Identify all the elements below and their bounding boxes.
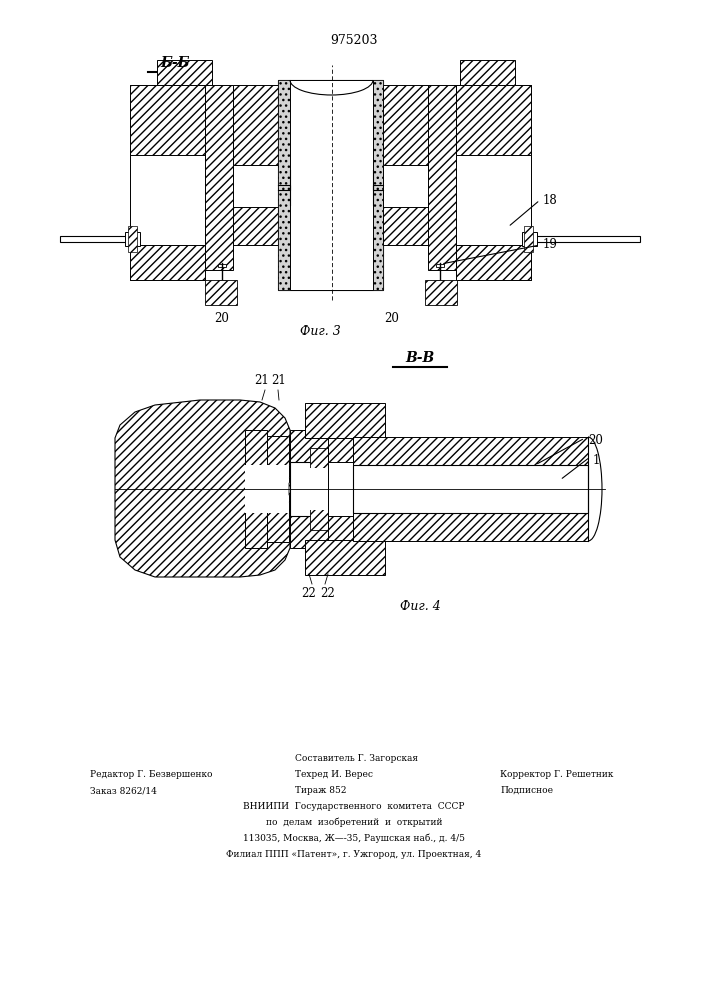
Text: 21: 21 xyxy=(271,374,286,387)
Bar xyxy=(353,465,588,513)
Bar xyxy=(130,85,205,155)
Bar xyxy=(353,437,588,465)
Polygon shape xyxy=(115,400,300,577)
Bar xyxy=(278,80,290,290)
Polygon shape xyxy=(289,446,309,454)
Bar xyxy=(290,516,340,548)
Text: Фиг. 4: Фиг. 4 xyxy=(400,600,440,613)
Bar xyxy=(245,465,267,513)
Bar xyxy=(310,448,328,530)
Bar xyxy=(535,236,640,242)
Text: 22: 22 xyxy=(321,587,335,600)
Bar xyxy=(205,85,233,270)
Bar xyxy=(383,85,428,245)
Bar xyxy=(383,165,428,207)
Polygon shape xyxy=(289,526,309,534)
Bar xyxy=(456,127,531,245)
Bar xyxy=(436,280,444,283)
Bar xyxy=(233,85,278,245)
Polygon shape xyxy=(289,502,309,510)
Text: 20: 20 xyxy=(588,434,603,446)
Text: В-В: В-В xyxy=(405,351,435,365)
Bar xyxy=(128,226,137,252)
Bar xyxy=(290,462,340,516)
Polygon shape xyxy=(289,470,309,478)
Bar xyxy=(524,226,533,252)
Bar xyxy=(290,430,340,462)
Text: по  делам  изобретений  и  открытий: по делам изобретений и открытий xyxy=(266,818,443,827)
Text: Тираж 852: Тираж 852 xyxy=(295,786,346,795)
Text: Фиг. 3: Фиг. 3 xyxy=(300,325,340,338)
Bar xyxy=(216,282,228,297)
Bar xyxy=(290,80,373,290)
Text: 1: 1 xyxy=(593,454,600,466)
Bar xyxy=(218,264,226,267)
Bar xyxy=(233,165,278,207)
Polygon shape xyxy=(289,478,309,500)
Text: 20: 20 xyxy=(214,312,230,325)
Bar xyxy=(245,430,267,548)
Bar xyxy=(456,85,531,280)
Text: 975203: 975203 xyxy=(330,33,378,46)
Bar xyxy=(434,282,446,297)
Bar xyxy=(278,80,383,290)
Text: ВНИИПИ  Государственного  комитета  СССР: ВНИИПИ Государственного комитета СССР xyxy=(243,802,464,811)
Bar xyxy=(371,80,383,290)
Bar xyxy=(522,232,537,246)
Bar xyxy=(205,280,237,305)
Bar xyxy=(460,60,515,85)
Bar xyxy=(456,245,531,280)
Bar xyxy=(436,264,444,267)
Bar xyxy=(267,465,289,513)
Bar xyxy=(218,280,226,283)
Bar xyxy=(425,280,457,305)
Polygon shape xyxy=(289,458,309,466)
Bar xyxy=(353,513,588,541)
Text: 19: 19 xyxy=(543,238,558,251)
Text: Корректор Г. Решетник: Корректор Г. Решетник xyxy=(500,770,614,779)
Bar xyxy=(310,468,328,510)
Text: 20: 20 xyxy=(384,312,399,325)
Bar xyxy=(305,403,385,438)
Text: 21: 21 xyxy=(255,374,269,387)
Bar xyxy=(157,60,212,85)
Text: 113035, Москва, Ж—-35, Раушская наб., д. 4/5: 113035, Москва, Ж—-35, Раушская наб., д.… xyxy=(243,834,465,843)
Text: Техред И. Верес: Техред И. Верес xyxy=(295,770,373,779)
Bar xyxy=(60,236,130,242)
Bar xyxy=(290,125,373,245)
Bar xyxy=(130,127,205,245)
Text: Филиал ППП «Патент», г. Ужгород, ул. Проектная, 4: Филиал ППП «Патент», г. Ужгород, ул. Про… xyxy=(226,850,481,859)
Text: Составитель Г. Загорская: Составитель Г. Загорская xyxy=(295,754,418,763)
Bar xyxy=(456,85,531,155)
Text: Редактор Г. Безвершенко: Редактор Г. Безвершенко xyxy=(90,770,213,779)
Text: 22: 22 xyxy=(302,587,316,600)
Bar xyxy=(130,245,205,280)
Bar xyxy=(328,436,353,542)
Polygon shape xyxy=(289,514,309,522)
Text: 18: 18 xyxy=(543,194,558,207)
Bar xyxy=(328,462,353,516)
Bar xyxy=(267,436,289,542)
Bar xyxy=(305,540,385,575)
Text: Б-Б: Б-Б xyxy=(160,56,189,70)
Text: Заказ 8262/14: Заказ 8262/14 xyxy=(90,786,157,795)
Text: Подписное: Подписное xyxy=(500,786,553,795)
Bar xyxy=(428,85,456,270)
Bar xyxy=(125,232,140,246)
Bar xyxy=(130,85,205,280)
